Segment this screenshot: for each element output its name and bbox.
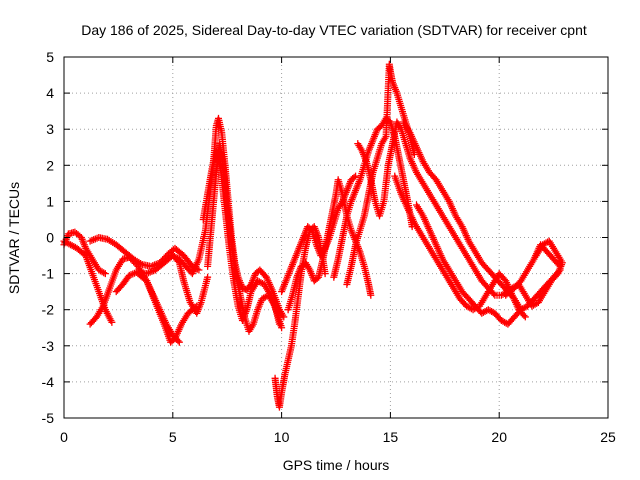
y-axis-label: SDTVAR / TECUs (6, 182, 22, 294)
data-point (100, 269, 108, 277)
series-arc-b (60, 237, 116, 326)
data-point (101, 270, 109, 278)
x-tick-label: 25 (600, 429, 616, 445)
y-tick-label: 3 (46, 121, 54, 137)
series-arc-q (391, 172, 529, 321)
series-arc-o (354, 118, 525, 314)
series-arc-j (271, 223, 329, 411)
x-axis-label: GPS time / hours (283, 457, 390, 473)
data-point (204, 273, 212, 281)
y-tick-label: 0 (46, 230, 54, 246)
y-tick-label: 5 (46, 49, 54, 65)
data-point (490, 290, 498, 298)
y-tick-label: -4 (42, 374, 55, 390)
x-tick-label: 5 (169, 429, 177, 445)
y-tick-label: -3 (42, 338, 55, 354)
y-tick-label: 4 (46, 85, 54, 101)
data-point (278, 324, 286, 332)
data-point (175, 338, 183, 346)
series-arc-s (502, 237, 566, 310)
x-tick-label: 10 (274, 429, 290, 445)
series-arc-r (413, 201, 564, 328)
data-point (520, 311, 528, 319)
data-point (174, 337, 182, 345)
data-point (108, 318, 116, 326)
data-point (350, 173, 358, 181)
series-arc-f (134, 270, 183, 346)
chart-title: Day 186 of 2025, Sidereal Day-to-day VTE… (81, 22, 587, 38)
tick-layer: 0 5 10 15 20 25 -5 -4 -3 -2 -1 0 1 2 3 4 5 (42, 49, 616, 445)
data-layer (60, 60, 566, 411)
y-tick-label: -1 (42, 266, 55, 282)
y-tick-label: -2 (42, 302, 55, 318)
y-tick-label: 2 (46, 157, 54, 173)
x-tick-label: 0 (60, 429, 68, 445)
x-tick-label: 20 (491, 429, 507, 445)
data-point (367, 291, 375, 299)
series-arc-i (199, 147, 286, 332)
y-tick-label: -5 (42, 410, 55, 426)
y-tick-label: 1 (46, 193, 54, 209)
data-point (532, 252, 540, 260)
data-point (521, 313, 529, 321)
x-tick-label: 15 (383, 429, 399, 445)
series-arc-k (278, 172, 360, 296)
